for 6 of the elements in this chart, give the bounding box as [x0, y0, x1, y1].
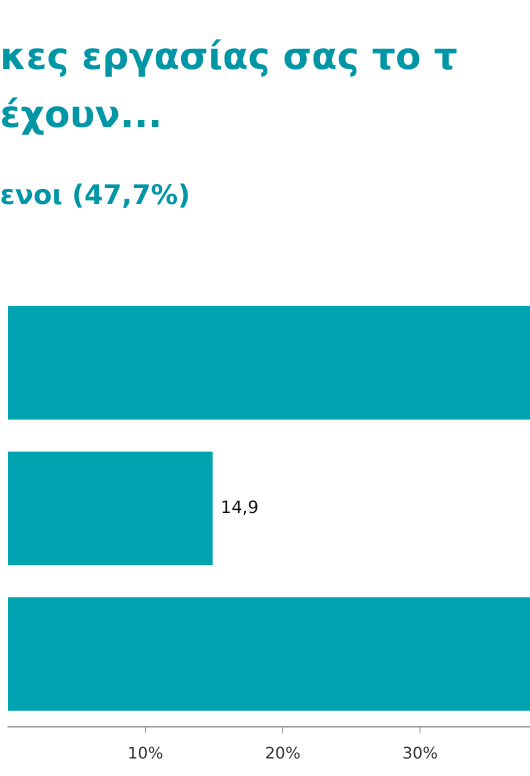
chart-title: κες εργασίας σας το τ έχουν... — [0, 34, 458, 138]
chart-subtitle: ενοι (47,7%) — [0, 180, 190, 211]
x-tick-label: 30% — [402, 744, 438, 763]
data-label: 14,9 — [220, 498, 259, 518]
x-tick-label: 20% — [264, 744, 301, 763]
x-tick-label: 10% — [128, 744, 164, 763]
